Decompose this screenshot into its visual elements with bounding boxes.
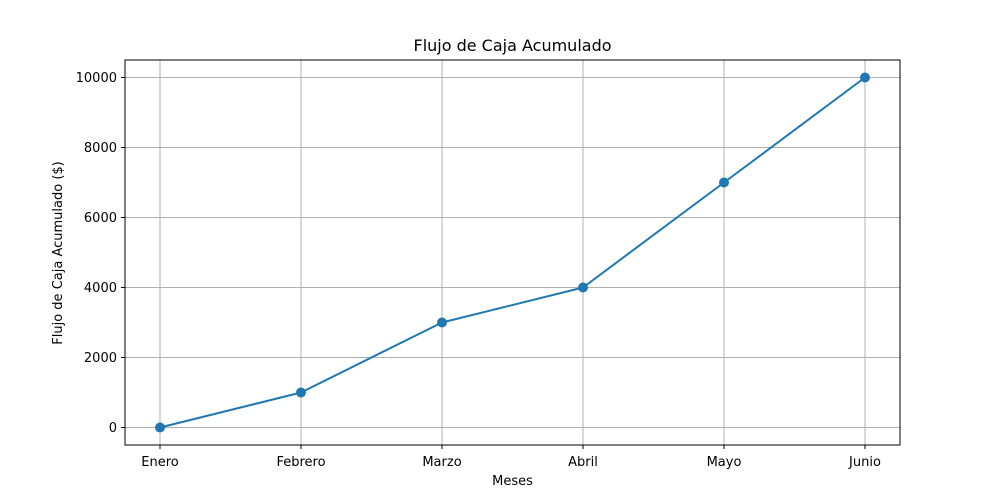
y-axis-label: Flujo de Caja Acumulado ($) bbox=[51, 161, 66, 344]
y-tick-label: 6000 bbox=[84, 211, 117, 226]
grid-layer bbox=[125, 60, 900, 445]
chart-title: Flujo de Caja Acumulado bbox=[413, 36, 611, 55]
data-point-febrero bbox=[296, 387, 306, 398]
series-layer bbox=[155, 72, 870, 433]
x-tick-label: Mayo bbox=[707, 455, 742, 470]
x-axis-label: Meses bbox=[492, 474, 533, 489]
ticks-layer: Enero Febrero Marzo Abril Mayo Junio 0 2000 4000… bbox=[76, 71, 881, 470]
plot-area-frame bbox=[124, 59, 901, 446]
y-tick-label: 0 bbox=[109, 421, 117, 436]
x-tick-label: Febrero bbox=[276, 455, 325, 470]
data-point-abril bbox=[578, 282, 588, 293]
y-tick-label: 8000 bbox=[84, 141, 117, 156]
data-point-marzo bbox=[437, 317, 447, 328]
data-point-junio bbox=[860, 72, 870, 83]
x-tick-label: Junio bbox=[848, 455, 881, 470]
data-point-mayo bbox=[719, 177, 729, 188]
y-tick-label: 2000 bbox=[84, 351, 117, 366]
data-point-enero bbox=[155, 422, 165, 433]
y-tick-label: 10000 bbox=[76, 71, 117, 86]
series-line bbox=[159, 76, 866, 429]
x-tick-label: Abril bbox=[568, 455, 598, 470]
y-tick-label: 4000 bbox=[84, 281, 117, 296]
x-tick-label: Enero bbox=[141, 455, 179, 470]
x-tick-label: Marzo bbox=[422, 455, 461, 470]
